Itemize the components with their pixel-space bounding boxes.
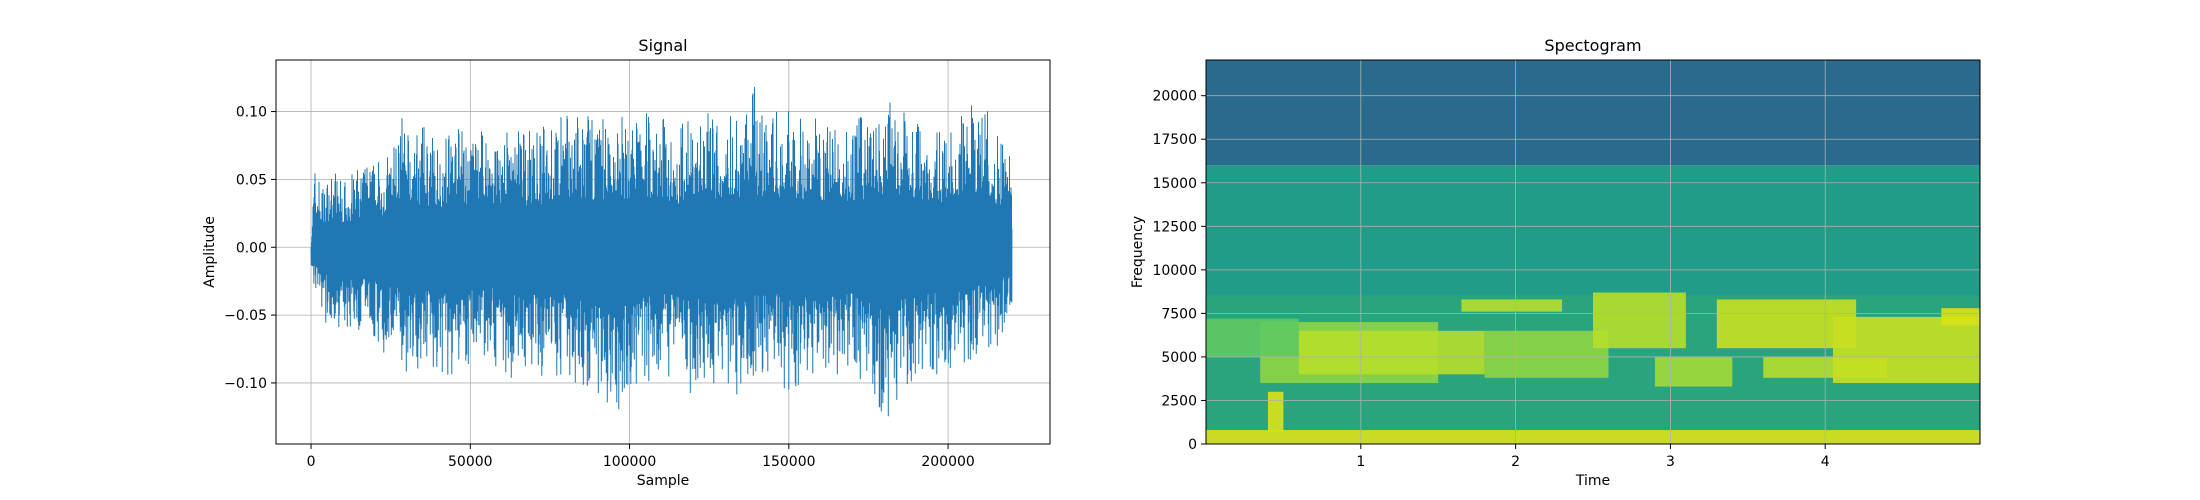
spectrogram-energy-region: [1832, 316, 1980, 384]
signal-y-tick-label: −0.10: [224, 376, 267, 392]
spectrogram-y-ticks: 0 2500 5000 7500 10000 12500 15000 17500 20000: [1152, 89, 1206, 453]
spectrogram-title: Spectogram: [1544, 36, 1641, 55]
signal-x-tick-label: 100000: [603, 454, 656, 470]
spectrogram-energy-region: [1206, 430, 1980, 444]
signal-y-ticks: −0.10 −0.05 0.00 0.05 0.10: [224, 105, 276, 392]
spectrogram-x-tick-label: 3: [1666, 454, 1675, 470]
spectrogram-energy-region: [1484, 330, 1609, 378]
spectrogram-y-tick-label: 17500: [1152, 132, 1197, 148]
spectrogram-y-tick-label: 2500: [1161, 393, 1197, 409]
spectrogram-y-label: Frequency: [1130, 216, 1146, 288]
signal-y-tick-label: 0.00: [236, 240, 267, 256]
spectrogram-y-tick-label: 12500: [1152, 219, 1197, 235]
spectrogram-energy-region: [1461, 299, 1563, 312]
signal-y-label: Amplitude: [202, 216, 218, 288]
spectrogram-band: [1206, 60, 1980, 166]
spectrogram-x-tick-label: 4: [1821, 454, 1830, 470]
spectrogram-y-tick-label: 15000: [1152, 176, 1197, 192]
spectrogram-energy-region: [1593, 292, 1686, 349]
signal-x-tick-label: 50000: [448, 454, 493, 470]
spectrogram-energy-region: [1941, 308, 1980, 326]
spectrogram-x-tick-label: 1: [1356, 454, 1365, 470]
spectrogram-band: [1206, 165, 1980, 296]
spectrogram-energy-region: [1654, 356, 1733, 387]
signal-y-tick-label: −0.05: [224, 308, 267, 324]
signal-x-tick-label: 150000: [762, 454, 815, 470]
spectrogram-axes-frame: [1205, 59, 1981, 445]
signal-title: Signal: [638, 36, 687, 55]
spectrogram-x-tick-label: 2: [1511, 454, 1520, 470]
spectrogram-chart: 1 2 3 4 0 2500 5000 7500 10000 12500 15000 17500 20…: [1130, 36, 1981, 489]
spectrogram-y-tick-label: 20000: [1152, 89, 1197, 105]
signal-axes-frame: [275, 59, 1051, 445]
signal-y-tick-label: 0.10: [236, 105, 267, 121]
signal-x-label: Sample: [637, 473, 690, 489]
spectrogram-y-tick-label: 10000: [1152, 263, 1197, 279]
spectrogram-x-ticks: 1 2 3 4: [1356, 444, 1830, 470]
signal-waveform: [310, 87, 1013, 417]
signal-x-ticks: 0 50000 100000 150000 200000: [307, 444, 975, 470]
signal-y-tick-label: 0.05: [236, 172, 267, 188]
signal-x-tick-label: 0: [307, 454, 316, 470]
spectrogram-y-tick-label: 5000: [1161, 350, 1197, 366]
spectrogram-y-tick-label: 0: [1188, 437, 1197, 453]
spectrogram-energy-region: [1206, 318, 1299, 357]
spectrogram-x-label: Time: [1575, 473, 1610, 489]
spectrogram-energy-region: [1267, 391, 1284, 432]
signal-chart: 0 50000 100000 150000 200000 −0.10 −0.05 0.00 0…: [202, 36, 1051, 489]
spectrogram-y-tick-label: 7500: [1161, 306, 1197, 322]
signal-x-tick-label: 200000: [921, 454, 974, 470]
spectrogram-energy-region: [1298, 330, 1485, 375]
spectrogram-image: [1206, 60, 1980, 444]
